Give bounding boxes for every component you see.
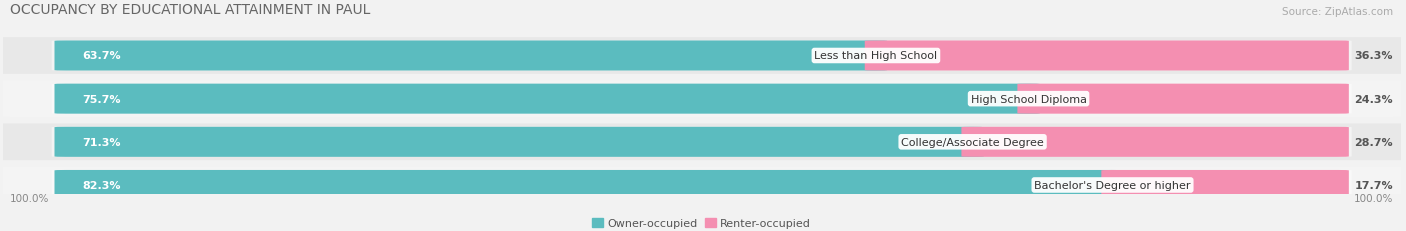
- FancyBboxPatch shape: [0, 167, 1406, 204]
- Text: 82.3%: 82.3%: [83, 180, 121, 190]
- Text: Bachelor's Degree or higher: Bachelor's Degree or higher: [1035, 180, 1191, 190]
- FancyBboxPatch shape: [962, 127, 1348, 157]
- Text: 36.3%: 36.3%: [1354, 51, 1393, 61]
- Text: 17.7%: 17.7%: [1354, 180, 1393, 190]
- Text: 71.3%: 71.3%: [83, 137, 121, 147]
- Text: Source: ZipAtlas.com: Source: ZipAtlas.com: [1282, 7, 1393, 17]
- Text: High School Diploma: High School Diploma: [970, 94, 1087, 104]
- FancyBboxPatch shape: [0, 124, 1406, 161]
- Text: 100.0%: 100.0%: [10, 193, 49, 203]
- FancyBboxPatch shape: [52, 41, 1351, 71]
- Text: OCCUPANCY BY EDUCATIONAL ATTAINMENT IN PAUL: OCCUPANCY BY EDUCATIONAL ATTAINMENT IN P…: [10, 3, 370, 17]
- FancyBboxPatch shape: [52, 84, 1351, 114]
- Text: 100.0%: 100.0%: [1354, 193, 1393, 203]
- FancyBboxPatch shape: [52, 127, 1351, 157]
- FancyBboxPatch shape: [52, 170, 1351, 200]
- FancyBboxPatch shape: [865, 41, 1348, 71]
- Text: 24.3%: 24.3%: [1354, 94, 1393, 104]
- Text: Less than High School: Less than High School: [814, 51, 938, 61]
- FancyBboxPatch shape: [55, 127, 984, 157]
- Text: 75.7%: 75.7%: [83, 94, 121, 104]
- FancyBboxPatch shape: [0, 81, 1406, 118]
- Text: College/Associate Degree: College/Associate Degree: [901, 137, 1045, 147]
- FancyBboxPatch shape: [55, 170, 1123, 200]
- FancyBboxPatch shape: [1101, 170, 1348, 200]
- Legend: Owner-occupied, Renter-occupied: Owner-occupied, Renter-occupied: [592, 218, 811, 228]
- FancyBboxPatch shape: [55, 41, 887, 71]
- FancyBboxPatch shape: [55, 84, 1040, 114]
- Text: 28.7%: 28.7%: [1354, 137, 1393, 147]
- Text: 63.7%: 63.7%: [83, 51, 121, 61]
- FancyBboxPatch shape: [1018, 84, 1348, 114]
- FancyBboxPatch shape: [0, 38, 1406, 75]
